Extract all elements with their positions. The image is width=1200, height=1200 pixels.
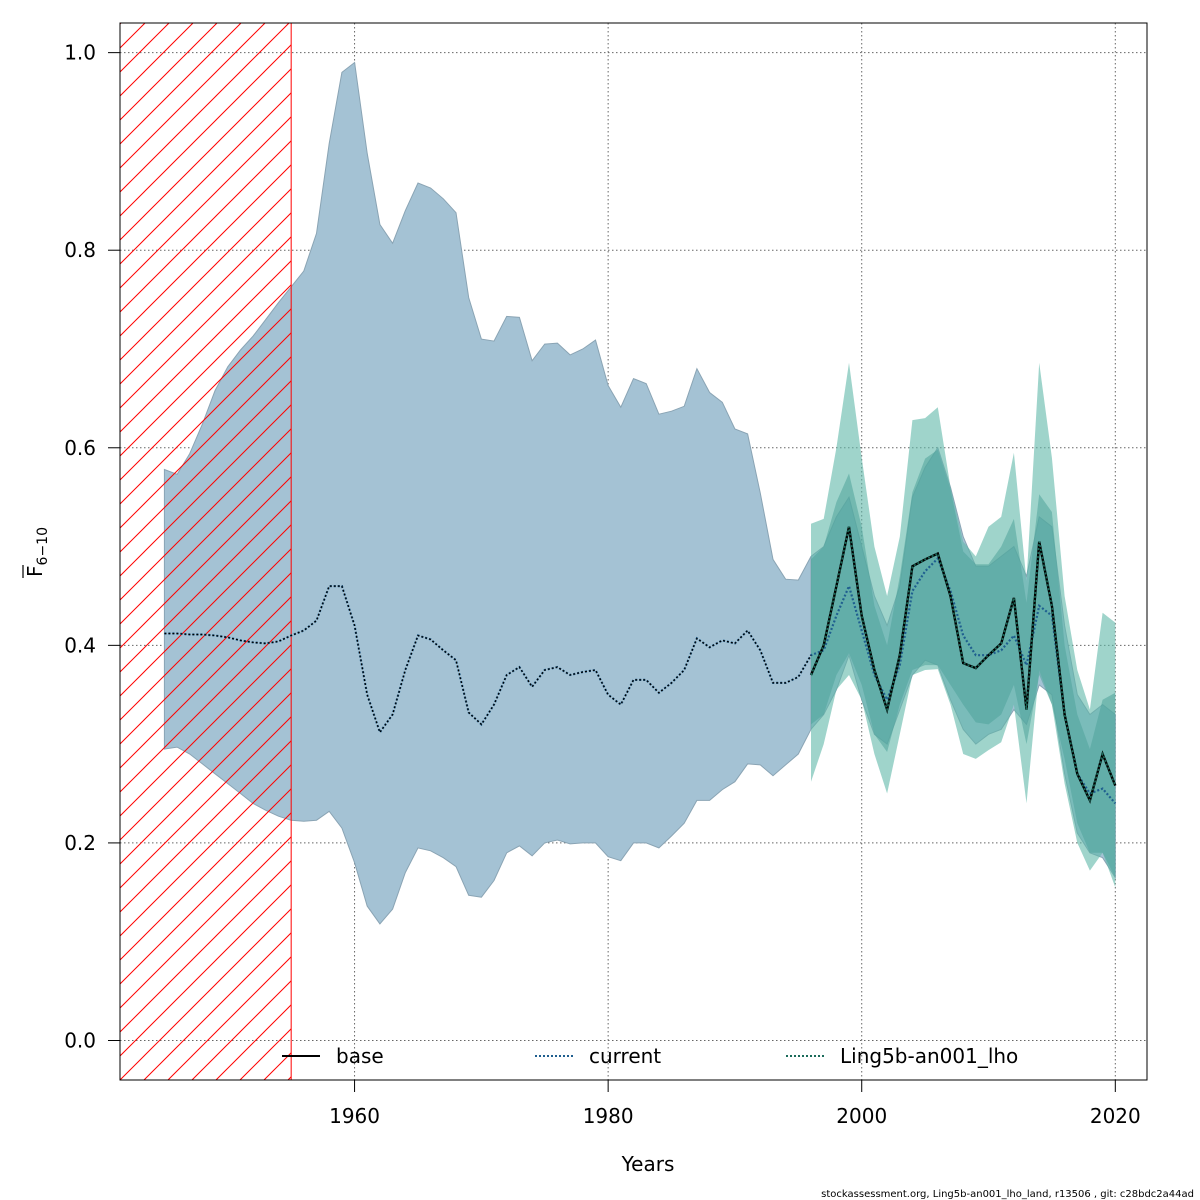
legend: base current Ling5b-an001_lho bbox=[282, 1044, 1018, 1068]
hatched-area bbox=[119, 22, 292, 1081]
y-tick-label-3: 0.6 bbox=[64, 436, 96, 460]
series-lines bbox=[164, 526, 1117, 805]
y-axis-title: F6−10 bbox=[22, 527, 51, 578]
y-tick-label-0: 0.0 bbox=[64, 1028, 96, 1052]
y-axis-title-main: F bbox=[23, 565, 47, 577]
x-tick-label-3: 2020 bbox=[1090, 1104, 1141, 1128]
y-tick-label-4: 0.8 bbox=[64, 238, 96, 262]
footer-note: stockassessment.org, Ling5b-an001_lho_la… bbox=[821, 1189, 1194, 1200]
x-tick-label-0: 1960 bbox=[329, 1104, 380, 1128]
y-tick-label-1: 0.2 bbox=[64, 831, 96, 855]
y-axis-title-sub: 6−10 bbox=[35, 527, 51, 565]
x-axis-title: Years bbox=[621, 1152, 675, 1176]
y-tick-label-5: 1.0 bbox=[64, 41, 96, 65]
legend-label-1: current bbox=[589, 1044, 661, 1068]
y-tick-label-2: 0.4 bbox=[64, 633, 96, 657]
legend-label-2: Ling5b-an001_lho bbox=[840, 1044, 1018, 1068]
line-base-overlay bbox=[164, 585, 812, 734]
line-ling5b-dark bbox=[809, 526, 1117, 804]
axes: 1960 1980 2000 2020 0.0 0.2 0.4 0.6 0.8 1.0 bbox=[64, 41, 1141, 1128]
x-tick-label-2: 2000 bbox=[836, 1104, 887, 1128]
svg-text:F6−10: F6−10 bbox=[23, 527, 51, 577]
hatched-region bbox=[119, 22, 292, 1081]
legend-label-0: base bbox=[336, 1044, 384, 1068]
x-tick-label-1: 1980 bbox=[583, 1104, 634, 1128]
